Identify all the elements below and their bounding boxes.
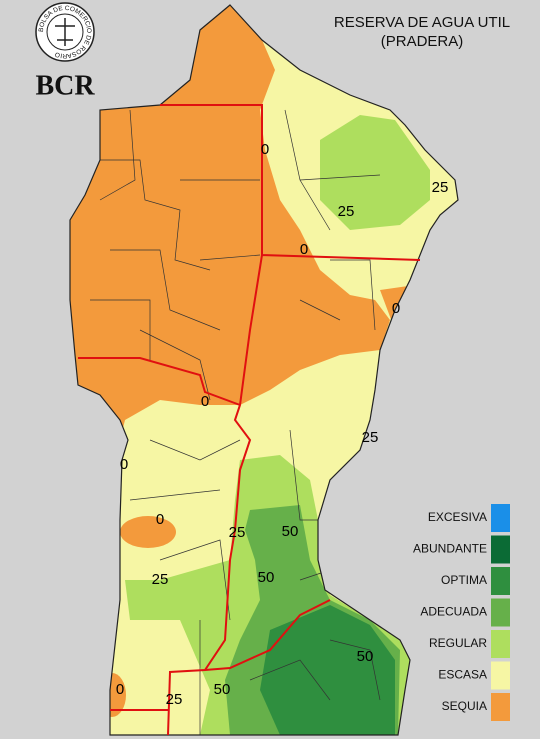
contour-label: 0 <box>116 681 124 698</box>
legend-label: ESCASA <box>438 668 487 682</box>
contour-label: 0 <box>156 511 164 528</box>
legend-label: SEQUIA <box>442 699 487 713</box>
logo-name: BCR <box>35 70 95 101</box>
legend-swatch <box>491 598 510 627</box>
contour-label: 50 <box>258 569 275 586</box>
title: RESERVA DE AGUA UTIL <box>334 14 510 31</box>
legend-swatch <box>491 504 510 532</box>
contour-label: 0 <box>392 300 400 317</box>
legend-label: EXCESIVA <box>428 510 487 524</box>
region-optima <box>260 605 395 735</box>
contour-label: 25 <box>152 571 169 588</box>
contour-label: 25 <box>362 429 379 446</box>
legend-swatch <box>491 535 510 564</box>
legend-label: OPTIMA <box>441 573 487 587</box>
subtitle: (PRADERA) <box>381 33 464 50</box>
province-borders <box>78 104 421 736</box>
contour-labels: 0 25 25 0 0 0 25 0 0 25 50 25 50 25 50 0… <box>116 141 449 708</box>
contour-label: 0 <box>201 393 209 410</box>
contour-label: 25 <box>338 203 355 220</box>
contour-label: 0 <box>300 241 308 258</box>
contour-label: 0 <box>261 141 269 158</box>
legend-swatch <box>491 567 510 595</box>
legend-swatch <box>491 630 510 658</box>
legend: EXCESIVA ABUNDANTE OPTIMA ADECUADA REGULAR ES… <box>413 504 510 721</box>
legend-label: ADECUADA <box>420 605 487 619</box>
logo: BOLSA DE COMERCIO DE ROSARIO BCR <box>35 2 95 101</box>
contour-label: 50 <box>282 523 299 540</box>
region-regular <box>320 115 430 230</box>
region-sequia <box>120 516 176 548</box>
logo-inner <box>46 13 84 51</box>
contour-label: 25 <box>432 179 449 196</box>
contour-label: 25 <box>166 691 183 708</box>
contour-label: 25 <box>229 524 246 541</box>
department-borders <box>90 109 381 735</box>
legend-swatch <box>491 693 510 721</box>
legend-label: REGULAR <box>429 636 487 650</box>
contour-label: 50 <box>357 648 374 665</box>
contour-label: 0 <box>120 456 128 473</box>
legend-swatch <box>491 661 510 690</box>
logo-emblem <box>55 18 75 46</box>
contour-label: 50 <box>214 681 231 698</box>
legend-label: ABUNDANTE <box>413 542 487 556</box>
